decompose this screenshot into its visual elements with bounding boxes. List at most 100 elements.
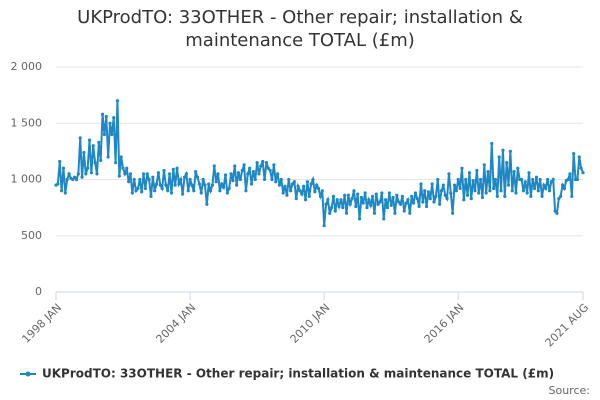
point <box>367 198 371 202</box>
point <box>158 183 162 187</box>
point <box>121 166 125 170</box>
point <box>289 189 293 193</box>
point <box>311 177 315 182</box>
point <box>572 152 576 156</box>
point <box>274 180 278 184</box>
point <box>190 183 194 187</box>
point <box>547 189 552 193</box>
point <box>456 177 460 182</box>
point <box>305 180 309 184</box>
point <box>261 159 265 164</box>
point <box>540 194 544 198</box>
point <box>169 191 174 195</box>
point <box>397 200 401 204</box>
point <box>132 177 136 182</box>
point <box>195 175 200 179</box>
point <box>532 186 537 191</box>
point <box>296 184 300 188</box>
point <box>449 191 453 195</box>
point <box>322 224 326 228</box>
chart-title: UKProdTO: 33OTHER - Other repair; instal… <box>77 7 523 51</box>
point <box>328 211 332 215</box>
point <box>74 177 79 182</box>
point <box>63 191 67 195</box>
point <box>309 182 313 186</box>
point <box>521 189 526 193</box>
point <box>560 183 565 187</box>
source: Source: <box>549 384 591 397</box>
point <box>318 194 323 198</box>
point <box>419 182 423 186</box>
point <box>141 172 146 176</box>
point <box>123 172 127 176</box>
point <box>562 186 566 191</box>
point <box>575 177 580 182</box>
point <box>393 211 397 215</box>
point <box>58 159 62 164</box>
point <box>417 204 421 209</box>
point <box>214 180 218 184</box>
point <box>227 186 231 191</box>
point <box>154 182 159 186</box>
point <box>266 166 270 170</box>
point <box>201 177 205 182</box>
point <box>480 195 485 200</box>
point <box>415 197 419 201</box>
point <box>218 189 222 193</box>
point <box>531 177 535 182</box>
point <box>303 198 308 202</box>
point <box>177 182 181 186</box>
point <box>441 183 445 187</box>
point <box>436 177 440 182</box>
point <box>527 171 531 175</box>
point <box>238 177 242 182</box>
point <box>361 201 365 205</box>
point <box>292 180 296 184</box>
point <box>143 186 147 191</box>
point <box>71 177 75 182</box>
point <box>421 200 425 204</box>
point <box>430 182 434 186</box>
point <box>100 112 105 116</box>
y-tick-label: 500 <box>21 229 42 242</box>
point <box>398 202 403 206</box>
point <box>78 136 82 140</box>
point <box>106 155 110 159</box>
point <box>244 189 248 193</box>
point <box>503 194 507 198</box>
point <box>140 190 144 194</box>
point <box>145 172 149 176</box>
point <box>447 172 451 176</box>
point <box>452 183 457 187</box>
point <box>82 150 86 155</box>
point <box>549 180 553 184</box>
point <box>438 202 442 206</box>
point <box>108 121 112 125</box>
point <box>335 198 339 202</box>
point <box>300 192 304 196</box>
point <box>344 211 349 215</box>
point <box>546 177 550 182</box>
point <box>402 209 406 213</box>
point <box>115 99 120 103</box>
point <box>181 192 185 196</box>
point <box>160 186 164 191</box>
point <box>255 161 259 165</box>
point <box>281 191 285 195</box>
point <box>240 168 244 173</box>
point <box>501 148 505 152</box>
y-tick-label: 1 500 <box>11 116 43 129</box>
point <box>454 189 458 193</box>
point <box>294 197 298 201</box>
point <box>171 167 175 171</box>
point <box>205 202 209 206</box>
point <box>458 186 462 191</box>
series-line <box>55 100 584 226</box>
point <box>462 198 466 202</box>
point <box>495 194 499 198</box>
point <box>259 164 263 168</box>
point <box>523 180 527 184</box>
point <box>350 197 354 201</box>
point <box>166 189 170 193</box>
